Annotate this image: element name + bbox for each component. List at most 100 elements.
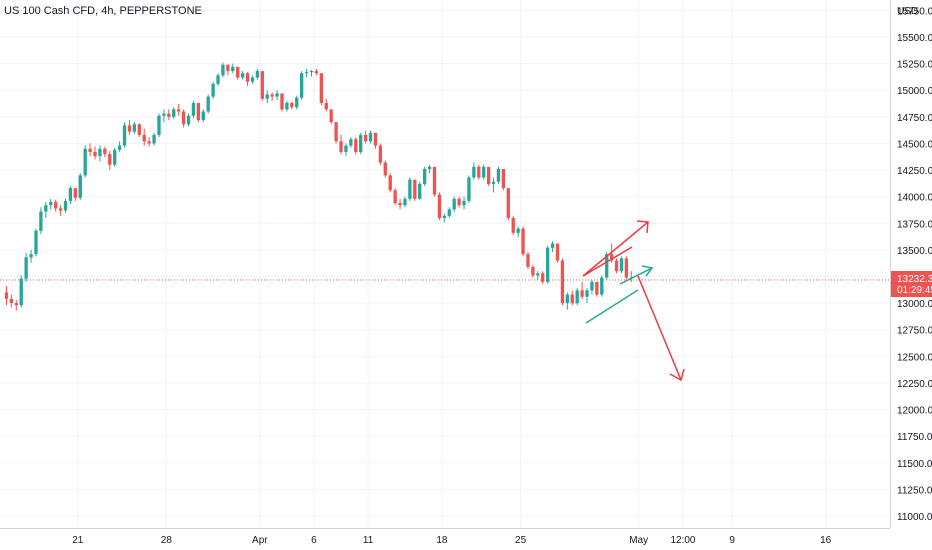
candle-body [472,166,476,178]
candle [373,132,378,149]
candle-body [403,198,407,206]
time-tick-label: 6 [311,535,317,546]
candle-body [162,113,166,116]
green-arrow-head [641,265,654,277]
candle [378,143,383,165]
candle-body [98,148,102,157]
candle [137,123,141,138]
price-tick-label: 13500.0 [897,246,932,257]
candle-body [560,260,565,304]
candle [181,109,186,128]
time-tick-label: 9 [729,535,735,546]
up-arrow-line[interactable] [582,221,649,277]
candle [442,213,446,223]
candle [511,215,515,235]
candle [245,72,250,86]
candle [122,122,127,148]
candle-body [152,134,156,144]
candle-body [383,162,387,176]
candle [172,107,176,119]
candle-body [477,166,481,178]
candle [506,188,510,221]
candle [73,188,77,201]
candle-body [388,175,392,191]
candle [339,134,343,155]
candle [408,177,412,201]
channel-lower-line[interactable] [585,289,639,324]
candle [9,294,14,308]
candle-body [147,141,151,144]
candle-body [108,154,112,165]
candle [334,122,338,144]
candle [142,128,146,146]
candle-body [240,73,245,78]
candle-body [19,278,23,306]
price-tick-label: 14250.0 [897,166,932,177]
candle-body [93,151,97,157]
candle [103,146,107,158]
candle [132,122,137,134]
candle [280,93,284,112]
channel-upper-line[interactable] [582,246,633,277]
candle-body [226,64,230,72]
candle [14,299,18,311]
candle-body [196,102,200,121]
candle-body [363,134,368,142]
candle-body [68,188,73,201]
time-tick-label: May [629,535,648,546]
candle [275,90,279,100]
drawing-annotations[interactable] [582,220,685,382]
candle [393,188,397,206]
current-price-value: 13232.3 [897,274,932,285]
time-axis[interactable]: 21 28 Apr 6 11 18 25 May 12:00 9 16 [0,528,890,547]
candle [329,109,333,125]
price-tick-label: 15250.0 [897,60,932,71]
down-arrow-line[interactable] [637,275,682,381]
candle [363,130,368,144]
candle [240,71,245,80]
candle-body [9,298,14,304]
candle [486,166,491,187]
candle [600,275,604,297]
price-axis[interactable]: 15750.0 15500.0 15250.0 15000.0 14750.0 14500… [890,0,932,528]
candle-body [39,211,43,231]
candle [531,264,535,278]
candle-body [270,94,274,97]
candle-body [221,64,225,76]
price-tick-label: 12000.0 [897,406,932,417]
candle-body [359,134,363,152]
candle [580,281,584,299]
candle [560,258,565,306]
candle-body [501,168,506,189]
candle-body [4,292,9,299]
candle-body [88,148,92,152]
candle [368,130,373,144]
candle-body [285,102,289,110]
candle-body [73,188,77,198]
candle [88,143,92,157]
candle [68,186,73,205]
candle-body [521,228,525,255]
candle [157,113,161,138]
green-arrow-line[interactable] [619,267,653,285]
candle-body [408,179,412,199]
candle [496,166,501,184]
candle-body [486,166,491,184]
candle [432,166,437,197]
candle-body [427,166,432,169]
candle-body [186,115,191,125]
candle [314,68,319,76]
candle [211,81,215,99]
candle [501,168,506,191]
candle-body [432,166,437,195]
candle [54,199,58,212]
candle [162,109,166,123]
candle-body [54,201,58,209]
currency-label[interactable]: USD [897,6,919,17]
chart-title: US 100 Cash CFD, 4h, PEPPERSTONE [4,5,202,17]
price-tick-label: 13750.0 [897,219,932,230]
candle [231,63,235,74]
candle [216,73,220,86]
candle [467,175,471,204]
